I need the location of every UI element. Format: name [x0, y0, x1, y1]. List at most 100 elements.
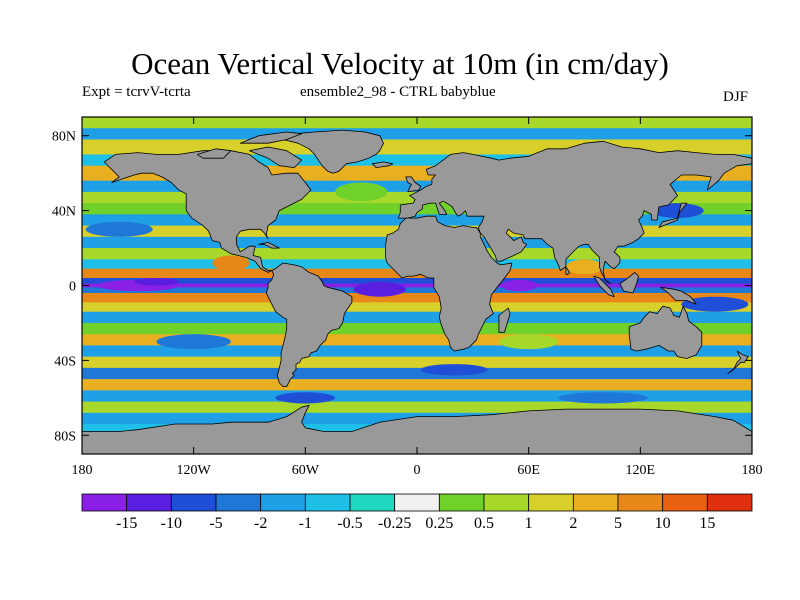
lat-tick-label: 0	[69, 280, 76, 295]
colorbar-swatch	[215, 493, 262, 512]
colorbar-level-label: 0.25	[425, 515, 453, 532]
velocity-band	[82, 322, 752, 335]
colorbar-swatch	[81, 493, 128, 512]
latitude-axis: 80N 40N 0 40S 80S	[52, 130, 752, 444]
greenland-landmass	[282, 129, 384, 174]
velocity-band	[82, 154, 752, 167]
velocity-band	[82, 311, 752, 324]
sumatra-landmass	[593, 275, 615, 298]
colorbar-level-label: -10	[161, 515, 182, 532]
velocity-cell	[681, 296, 749, 312]
new-zealand-landmass	[727, 350, 749, 374]
lat-tick-label: 80S	[54, 429, 76, 444]
madagascar-landmass	[498, 307, 511, 333]
velocity-cell	[565, 259, 604, 275]
colorbar-swatch	[617, 493, 664, 512]
lon-tick-label: 180	[72, 463, 93, 478]
iceland-landmass	[371, 161, 394, 169]
experiment-label: Expt = tcrvV-tcrta	[82, 84, 191, 100]
colorbar: -15 -10 -5 -2 -1 -0.5 -0.25 0.25 0.5 1 2 5 10 15	[81, 493, 753, 532]
colorbar-swatch	[349, 493, 396, 512]
borneo-landmass	[619, 271, 639, 294]
baffin-island-landmass	[249, 146, 303, 169]
longitude-axis: 180 120W 60W 0 60E 120E 180	[72, 117, 763, 478]
velocity-band	[82, 345, 752, 358]
velocity-cell	[353, 281, 406, 297]
colorbar-level-label: 2	[569, 515, 577, 532]
velocity-band	[82, 287, 752, 294]
colorbar-swatch	[662, 493, 708, 512]
velocity-band	[82, 334, 752, 346]
colorbar-swatch	[304, 493, 351, 512]
velocity-cell	[651, 203, 704, 219]
colorbar-level-label: 15	[699, 515, 715, 532]
colorbar-level-label: -0.25	[378, 515, 411, 532]
velocity-cell	[335, 182, 388, 202]
lon-tick-label: 60E	[517, 463, 540, 478]
lon-tick-label: 120E	[626, 463, 656, 478]
velocity-band	[82, 128, 752, 140]
colorbar-swatch	[528, 493, 574, 512]
colorbar-swatch	[260, 493, 306, 512]
ellesmere-island-landmass	[239, 131, 303, 144]
lon-tick-label: 180	[742, 463, 763, 478]
lat-tick-label: 80N	[52, 130, 76, 145]
velocity-cell	[420, 364, 488, 376]
colorbar-level-label: 1	[525, 515, 533, 532]
velocity-cell	[134, 278, 179, 286]
colorbar-swatch	[394, 493, 440, 512]
velocity-band	[82, 379, 752, 391]
velocity-cell	[275, 392, 336, 404]
lon-tick-label: 120W	[177, 463, 212, 478]
velocity-cell	[558, 392, 648, 404]
velocity-cell	[500, 279, 538, 292]
colorbar-swatch	[483, 493, 530, 512]
sri-lanka-landmass	[565, 266, 570, 275]
colorbar-swatch	[572, 493, 619, 512]
map-area	[82, 117, 752, 454]
velocity-band	[82, 401, 752, 414]
velocity-cell	[212, 255, 250, 271]
australia-landmass	[628, 305, 703, 359]
ensemble-label: ensemble2_98 - CTRL babyblue	[300, 84, 496, 100]
south-america-landmass	[265, 262, 353, 388]
victoria-island-landmass	[196, 148, 232, 159]
season-label: DJF	[723, 89, 749, 105]
velocity-cell	[498, 334, 559, 350]
new-guinea-landmass	[660, 286, 697, 305]
lat-tick-label: 40N	[52, 205, 76, 220]
velocity-band	[82, 302, 752, 313]
lon-tick-label: 60W	[292, 463, 320, 478]
land-masses	[82, 129, 752, 454]
cuba-landmass	[258, 241, 280, 249]
colorbar-level-label: 5	[614, 515, 622, 532]
eurasia-landmass	[397, 140, 752, 285]
velocity-cell	[85, 221, 153, 237]
colorbar-swatch	[706, 493, 753, 512]
chart-title: Ocean Vertical Velocity at 10m (in cm/da…	[131, 46, 669, 81]
velocity-band	[82, 283, 752, 288]
colorbar-level-label: -2	[254, 515, 267, 532]
velocity-band	[82, 292, 752, 303]
colorbar-level-label: -15	[116, 515, 137, 532]
colorbar-level-label: -5	[209, 515, 222, 532]
colorbar-level-label: -1	[299, 515, 312, 532]
antarctica-landmass	[82, 404, 752, 454]
lon-tick-label: 0	[414, 463, 421, 478]
velocity-cell	[156, 334, 231, 350]
britain-landmass	[405, 176, 422, 193]
colorbar-level-label: -0.5	[337, 515, 362, 532]
velocity-band	[82, 356, 752, 369]
colorbar-swatch	[438, 493, 485, 512]
japan-landmass	[658, 202, 688, 228]
africa-landmass	[384, 215, 513, 352]
colorbar-level-label: 0.5	[474, 515, 494, 532]
velocity-band	[82, 390, 752, 403]
velocity-band	[82, 367, 752, 380]
colorbar-swatch	[126, 493, 172, 512]
north-america-landmass	[103, 150, 312, 273]
colorbar-swatch	[170, 493, 217, 512]
lat-tick-label: 40S	[54, 354, 76, 369]
velocity-band	[82, 278, 752, 285]
colorbar-level-label: 10	[655, 515, 671, 532]
